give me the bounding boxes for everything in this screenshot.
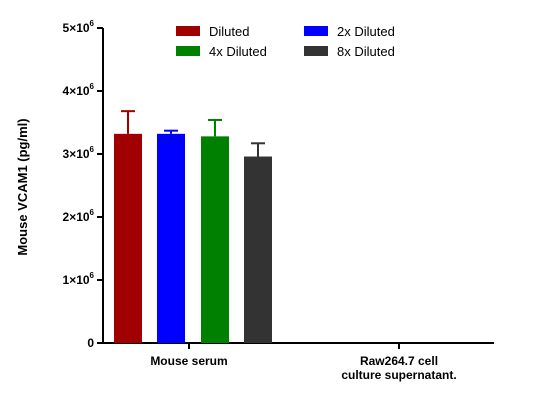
x-category-label: Raw264.7 cell <box>360 354 438 368</box>
legend-label: 2x Diluted <box>337 24 395 39</box>
y-tick-label: 4×106 <box>63 82 95 98</box>
y-ticks: 0 1×106 2×106 3×106 4×106 5×106 <box>63 19 103 350</box>
bars <box>114 110 272 343</box>
bar <box>201 136 229 343</box>
legend-swatch <box>304 26 328 36</box>
x-category-label: culture supernatant. <box>341 368 456 382</box>
y-tick-label: 5×106 <box>63 19 95 35</box>
y-tick-label: 3×106 <box>63 145 95 161</box>
bar <box>114 133 142 343</box>
x-category-label: Mouse serum <box>150 354 227 368</box>
y-tick-label: 1×106 <box>63 271 95 287</box>
y-tick-label: 0 <box>87 336 94 350</box>
legend-label: 8x Diluted <box>337 44 395 59</box>
bar <box>244 156 272 343</box>
legend: Diluted 2x Diluted 4x Diluted 8x Diluted <box>176 24 395 59</box>
y-axis-title: Mouse VCAM1 (pg/ml) <box>15 118 30 255</box>
legend-label: Diluted <box>209 24 249 39</box>
legend-swatch <box>176 26 200 36</box>
legend-swatch <box>304 46 328 56</box>
legend-label: 4x Diluted <box>209 44 267 59</box>
bar <box>157 133 185 343</box>
y-tick-label: 2×106 <box>63 208 95 224</box>
legend-swatch <box>176 46 200 56</box>
